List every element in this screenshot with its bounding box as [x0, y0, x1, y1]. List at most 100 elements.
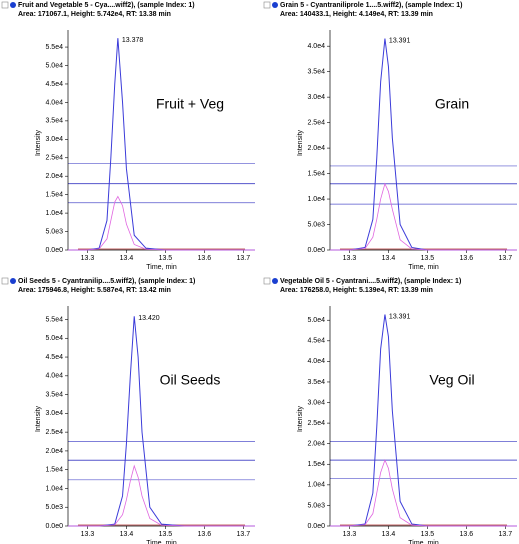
- trace: [68, 38, 255, 251]
- y-tick-label: 5.0e3: [45, 504, 63, 511]
- y-tick-label: 4.0e4: [307, 43, 325, 50]
- x-tick-label: 13.3: [81, 255, 95, 262]
- expand-icon: [1, 277, 9, 285]
- y-tick-label: 1.5e4: [307, 461, 325, 468]
- y-tick-label: 0.0e0: [45, 247, 63, 254]
- trace: [68, 195, 255, 251]
- y-tick-label: 0.0e0: [307, 247, 325, 254]
- y-tick-label: 1.5e4: [307, 170, 325, 177]
- y-tick-label: 2.5e4: [45, 155, 63, 162]
- y-tick-label: 5.5e4: [45, 44, 63, 51]
- panel-subtitle: Area: 171067.1, Height: 5.742e4, RT: 13.…: [18, 11, 171, 18]
- peak-label: 13.378: [122, 37, 144, 44]
- panel-annotation: Grain: [435, 96, 469, 112]
- y-tick-label: 4.5e4: [45, 81, 63, 88]
- y-tick-label: 2.0e4: [45, 448, 63, 455]
- peak-label: 13.420: [138, 315, 160, 322]
- panel-annotation: Veg Oil: [429, 372, 474, 388]
- y-tick-label: 4.5e4: [307, 338, 325, 345]
- trace: [330, 38, 517, 251]
- y-axis-label: Intensity: [297, 129, 304, 156]
- x-tick-label: 13.7: [237, 255, 251, 262]
- panel-annotation: Oil Seeds: [160, 372, 221, 388]
- x-axis-label: Time, min: [408, 540, 439, 544]
- panel: Grain 5 - Cyantraniliprole 1....5.wiff2)…: [263, 1, 517, 271]
- y-tick-label: 3.0e4: [307, 94, 325, 101]
- series-dot: [10, 278, 16, 284]
- panel: Oil Seeds 5 - Cyantranilip....5.wiff2), …: [1, 277, 255, 544]
- trace: [330, 182, 517, 251]
- trace: [330, 314, 517, 527]
- expand-icon: [263, 1, 271, 9]
- x-tick-label: 13.3: [343, 255, 357, 262]
- x-tick-label: 13.3: [343, 531, 357, 538]
- x-tick-label: 13.4: [382, 255, 396, 262]
- y-tick-label: 0.0e0: [307, 523, 325, 530]
- trace: [68, 464, 255, 527]
- y-tick-label: 3.5e4: [307, 379, 325, 386]
- y-tick-label: 3.0e4: [307, 399, 325, 406]
- y-tick-label: 1.0e4: [307, 196, 325, 203]
- y-tick-label: 5.0e4: [45, 335, 63, 342]
- y-tick-label: 4.0e4: [307, 358, 325, 365]
- x-tick-label: 13.4: [120, 255, 134, 262]
- y-tick-label: 2.5e4: [307, 420, 325, 427]
- trace: [68, 316, 255, 527]
- panel-subtitle: Area: 175946.8, Height: 5.587e4, RT: 13.…: [18, 287, 171, 294]
- panel-title: Fruit and Vegetable 5 - Cya....wiff2), (…: [18, 2, 195, 9]
- y-tick-label: 5.0e4: [307, 317, 325, 324]
- x-tick-label: 13.6: [198, 531, 212, 538]
- panel-title: Oil Seeds 5 - Cyantranilip....5.wiff2), …: [18, 278, 195, 285]
- x-tick-label: 13.5: [159, 531, 173, 538]
- expand-icon: [1, 1, 9, 9]
- panel-title: Vegetable Oil 5 - Cyantrani....5.wiff2),…: [280, 278, 461, 285]
- panel-annotation: Fruit + Veg: [156, 96, 224, 112]
- x-tick-label: 13.4: [382, 531, 396, 538]
- x-axis-label: Time, min: [146, 264, 177, 271]
- peak-label: 13.391: [389, 37, 411, 44]
- y-tick-label: 1.0e4: [45, 210, 63, 217]
- trace: [330, 459, 517, 527]
- x-tick-label: 13.4: [120, 531, 134, 538]
- y-tick-label: 2.5e4: [307, 119, 325, 126]
- expand-icon: [263, 277, 271, 285]
- y-tick-label: 5.0e3: [307, 502, 325, 509]
- y-tick-label: 3.0e4: [45, 136, 63, 143]
- panel-title: Grain 5 - Cyantraniliprole 1....5.wiff2)…: [280, 2, 462, 9]
- x-axis-label: Time, min: [146, 540, 177, 544]
- x-tick-label: 13.6: [198, 255, 212, 262]
- panel-subtitle: Area: 176258.0, Height: 5.139e4, RT: 13.…: [280, 287, 433, 294]
- y-tick-label: 5.0e3: [45, 228, 63, 235]
- y-tick-label: 5.0e3: [307, 221, 325, 228]
- x-axis-label: Time, min: [408, 264, 439, 271]
- x-tick-label: 13.7: [237, 531, 251, 538]
- y-tick-label: 5.0e4: [45, 62, 63, 69]
- series-dot: [272, 2, 278, 8]
- panel: Vegetable Oil 5 - Cyantrani....5.wiff2),…: [263, 277, 517, 544]
- x-tick-label: 13.5: [159, 255, 173, 262]
- x-tick-label: 13.3: [81, 531, 95, 538]
- y-axis-label: Intensity: [297, 405, 304, 432]
- y-tick-label: 4.5e4: [45, 354, 63, 361]
- y-tick-label: 2.0e4: [307, 441, 325, 448]
- y-tick-label: 2.0e4: [307, 145, 325, 152]
- x-tick-label: 13.5: [421, 531, 435, 538]
- panel-subtitle: Area: 140433.1, Height: 4.149e4, RT: 13.…: [280, 11, 433, 18]
- y-tick-label: 2.0e4: [45, 173, 63, 180]
- x-tick-label: 13.7: [499, 531, 513, 538]
- series-dot: [272, 278, 278, 284]
- y-tick-label: 1.5e4: [45, 467, 63, 474]
- y-tick-label: 4.0e4: [45, 99, 63, 106]
- y-axis-label: Intensity: [35, 405, 42, 432]
- y-tick-label: 1.5e4: [45, 191, 63, 198]
- y-tick-label: 1.0e4: [307, 482, 325, 489]
- x-tick-label: 13.6: [460, 255, 474, 262]
- x-tick-label: 13.5: [421, 255, 435, 262]
- panel: Fruit and Vegetable 5 - Cya....wiff2), (…: [1, 1, 255, 271]
- y-tick-label: 3.0e4: [45, 410, 63, 417]
- y-tick-label: 3.5e4: [45, 118, 63, 125]
- y-axis-label: Intensity: [35, 129, 42, 156]
- y-tick-label: 3.5e4: [307, 69, 325, 76]
- y-tick-label: 1.0e4: [45, 485, 63, 492]
